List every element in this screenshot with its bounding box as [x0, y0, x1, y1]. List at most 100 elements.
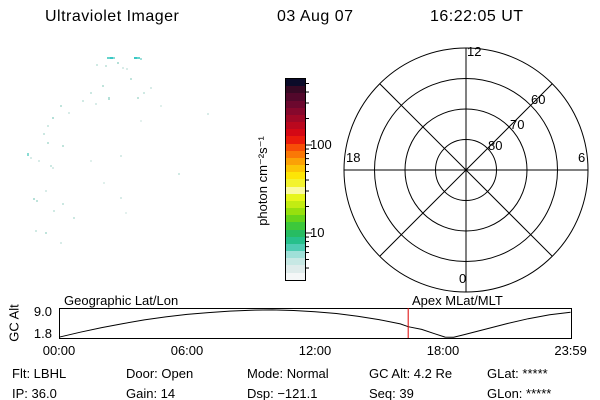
uv-speckle [45, 190, 47, 192]
colorbar-tick-label: 100 [310, 137, 332, 152]
colorbar-block [286, 265, 305, 273]
uv-speckle [43, 133, 45, 135]
colorbar-block [286, 208, 305, 216]
uv-speckle [73, 217, 75, 219]
timeline-y-tick-label: 1.8 [33, 326, 52, 341]
colorbar-block [286, 129, 305, 137]
polar-lat-label: 60 [531, 92, 546, 107]
uv-speckle [120, 197, 122, 199]
status-field: Mode: Normal [247, 366, 329, 381]
polar-hour-label: 6 [578, 150, 586, 165]
colorbar-block [286, 79, 305, 87]
uv-speckle [102, 85, 104, 87]
colorbar-block [286, 100, 305, 108]
colorbar-block [286, 165, 305, 173]
timeline-box [59, 308, 572, 339]
app-title: Ultraviolet Imager [45, 8, 180, 25]
uv-speckle [60, 105, 62, 107]
colorbar-block [286, 122, 305, 130]
status-field: GLat: ***** [487, 366, 548, 381]
uv-speckle [160, 105, 162, 107]
uv-speckle [30, 157, 32, 159]
colorbar-block [286, 200, 305, 209]
polar-hour-label: 18 [346, 150, 361, 165]
colorbar-block [286, 186, 305, 194]
colorbar-block [286, 93, 305, 101]
uv-speckle [27, 153, 29, 156]
uv-speckle [150, 87, 152, 89]
timeline-x-tick-label: 00:00 [42, 343, 76, 358]
uv-speckle [140, 120, 142, 122]
colorbar-block [286, 114, 305, 123]
colorbar-block [286, 143, 305, 151]
uv-speckle [36, 200, 38, 202]
uv-speckle [107, 57, 110, 59]
colorbar-tick-label: 10 [310, 225, 325, 240]
polar-spoke [379, 83, 553, 257]
uv-speckle [50, 165, 52, 167]
uv-speckle [126, 68, 128, 70]
timeline-title-apex: Apex MLat/MLT [412, 293, 503, 308]
colorbar-block [286, 243, 305, 252]
uv-speckle [33, 198, 35, 200]
uv-speckle [45, 232, 47, 234]
colorbar-block [286, 86, 305, 94]
uv-speckle [207, 113, 209, 115]
uv-speckle [120, 155, 122, 157]
timeline-x-tick-label: 12:00 [298, 343, 332, 358]
polar-hour-label: 0 [459, 271, 467, 286]
status-field: Seq: 39 [369, 386, 414, 400]
uv-speckle [125, 212, 127, 214]
colorbar-block [286, 215, 305, 223]
colorbar-block [286, 157, 305, 166]
uv-speckle [105, 65, 107, 67]
uv-speckle [62, 203, 64, 205]
uv-speckle [95, 103, 97, 105]
timeline-x-tick-label: 06:00 [170, 343, 204, 358]
status-field: Dsp: −121.1 [247, 386, 318, 400]
uv-speckle [96, 64, 98, 66]
uv-speckle [62, 145, 64, 147]
timeline-y-tick-label: 9.0 [33, 304, 52, 319]
status-field: Door: Open [126, 366, 194, 381]
polar-hour-label: 12 [467, 44, 482, 59]
timeline-x-tick-label: 18:00 [426, 343, 460, 358]
colorbar-block [286, 136, 305, 144]
uv-speckle [47, 142, 49, 144]
timeline-title-geographic: Geographic Lat/Lon [64, 293, 179, 308]
colorbar-block [286, 179, 305, 187]
uv-speckle [122, 67, 124, 69]
uv-speckle [137, 97, 139, 99]
colorbar-block [286, 236, 305, 244]
uv-speckle [90, 92, 92, 94]
uv-speckle [52, 117, 54, 119]
uv-speckle [52, 167, 54, 169]
uv-speckle [108, 97, 110, 100]
gc-altitude-curve [58, 309, 571, 338]
uv-speckle [68, 112, 70, 114]
colorbar-block [286, 258, 305, 266]
status-field: IP: 36.0 [12, 386, 57, 400]
observation-time: 16:22:05 UT [430, 8, 524, 25]
colorbar [285, 78, 306, 281]
status-field: Gain: 14 [126, 386, 176, 400]
colorbar-block [286, 193, 305, 201]
uv-speckle [140, 58, 142, 60]
uv-speckle [137, 57, 140, 59]
colorbar-block [286, 172, 305, 180]
uv-speckle [178, 173, 180, 175]
uv-speckle [38, 160, 40, 162]
uv-speckle [82, 100, 84, 102]
colorbar-block [286, 272, 305, 280]
observation-date: 03 Aug 07 [277, 8, 354, 25]
uv-speckle [35, 230, 37, 232]
colorbar-block [286, 222, 305, 230]
colorbar-block [286, 229, 305, 237]
uv-speckle [90, 160, 92, 162]
uv-speckle [134, 57, 137, 59]
uv-speckle [117, 62, 119, 64]
uv-speckle [130, 78, 132, 80]
timeline-y-axis-label: GC Alt [6, 304, 22, 342]
polar-lat-label: 80 [488, 138, 503, 153]
